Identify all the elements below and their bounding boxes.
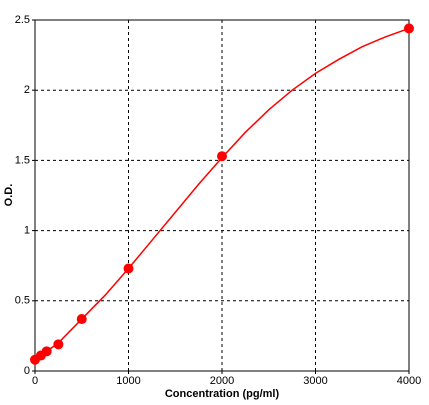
y-axis-title: O.D. xyxy=(3,184,15,207)
x-tick-label: 1000 xyxy=(116,375,140,387)
y-tick-label: 1.5 xyxy=(15,154,30,166)
y-tick-label: 1 xyxy=(24,225,30,237)
data-point xyxy=(76,314,87,325)
y-tick-label: 2 xyxy=(24,84,30,96)
y-tick-label: 0 xyxy=(24,365,30,377)
data-point xyxy=(123,263,134,274)
x-tick-label: 2000 xyxy=(210,375,234,387)
y-tick-label: 0.5 xyxy=(15,295,30,307)
data-point xyxy=(404,23,414,34)
data-point xyxy=(53,339,64,350)
plot-frame xyxy=(34,19,410,372)
data-point xyxy=(217,151,227,162)
x-tick-label: 0 xyxy=(32,375,38,387)
x-tick-label: 4000 xyxy=(397,375,421,387)
data-point xyxy=(41,346,52,357)
x-tick-label: 3000 xyxy=(303,375,327,387)
x-axis-title: Concentration (pg/ml) xyxy=(165,388,280,400)
y-tick-label: 2.5 xyxy=(15,14,30,26)
